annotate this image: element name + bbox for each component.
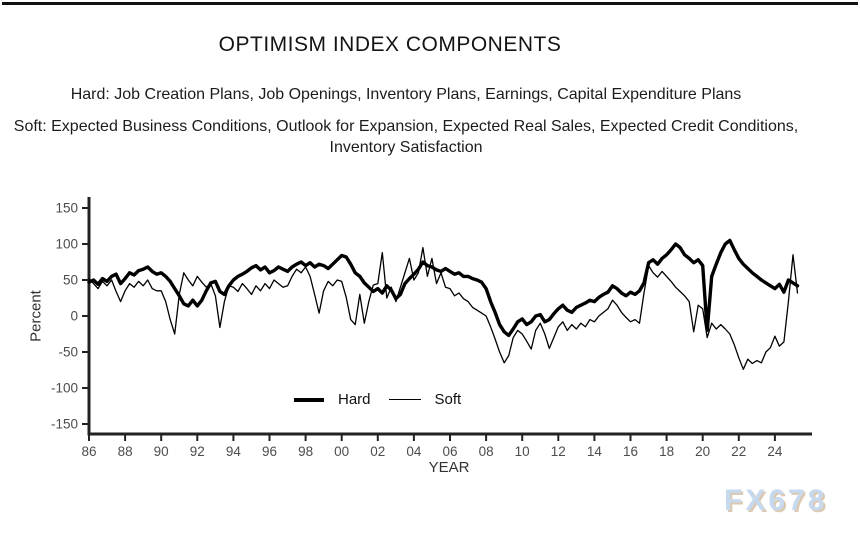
x-tick-label: 00 xyxy=(334,444,349,459)
y-tick-label: 0 xyxy=(70,309,78,324)
x-tick-label: 06 xyxy=(442,444,457,459)
subtitle-soft-components: Soft: Expected Business Conditions, Outl… xyxy=(13,118,799,156)
x-tick-label: 88 xyxy=(118,444,133,459)
x-tick-label: 10 xyxy=(515,444,530,459)
x-tick-label: 86 xyxy=(81,444,96,459)
x-tick-label: 22 xyxy=(731,444,746,459)
x-tick-label: 18 xyxy=(659,444,674,459)
legend-label-soft: Soft xyxy=(434,391,462,408)
x-tick-label: 90 xyxy=(154,444,169,459)
x-tick-label: 02 xyxy=(370,444,385,459)
x-axis-label: YEAR xyxy=(428,459,470,476)
watermark: FX678 xyxy=(724,484,828,517)
y-tick-label: -50 xyxy=(58,345,78,360)
x-tick-label: 94 xyxy=(226,444,242,459)
series-line-soft xyxy=(88,246,799,370)
hard-line-swatch-icon xyxy=(294,397,324,402)
y-tick-label: 150 xyxy=(55,201,78,216)
y-tick-label: 50 xyxy=(63,273,78,288)
subtitle-hard-components: Hard: Job Creation Plans, Job Openings, … xyxy=(70,86,742,103)
x-tick-label: 16 xyxy=(623,444,638,459)
x-tick-label: 20 xyxy=(695,444,710,459)
y-tick-label: -100 xyxy=(51,381,78,396)
x-tick-label: 92 xyxy=(190,444,205,459)
y-axis-label: Percent xyxy=(27,290,45,342)
top-divider xyxy=(2,2,858,5)
x-tick-label: 04 xyxy=(406,444,422,459)
soft-line-swatch-icon xyxy=(388,399,421,400)
series-line-hard xyxy=(87,238,800,338)
y-tick-label: 100 xyxy=(55,237,78,252)
legend-label-hard: Hard xyxy=(338,391,371,408)
chart-title: OPTIMISM INDEX COMPONENTS xyxy=(218,33,562,56)
chart-subtitles: Hard: Job Creation Plans, Job Openings, … xyxy=(5,84,807,158)
chart-legend: Hard Soft xyxy=(294,391,461,408)
x-tick-label: 98 xyxy=(298,444,313,459)
x-tick-label: 08 xyxy=(479,444,494,459)
x-tick-label: 96 xyxy=(262,444,277,459)
x-tick-label: 14 xyxy=(587,444,603,459)
y-tick-label: -150 xyxy=(51,417,78,432)
x-tick-label: 12 xyxy=(551,444,566,459)
x-tick-label: 24 xyxy=(767,444,783,459)
